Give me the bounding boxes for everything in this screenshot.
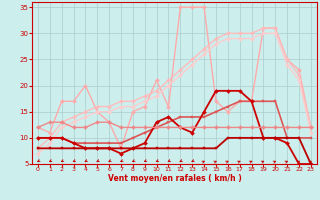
X-axis label: Vent moyen/en rafales ( km/h ): Vent moyen/en rafales ( km/h ) — [108, 174, 241, 183]
